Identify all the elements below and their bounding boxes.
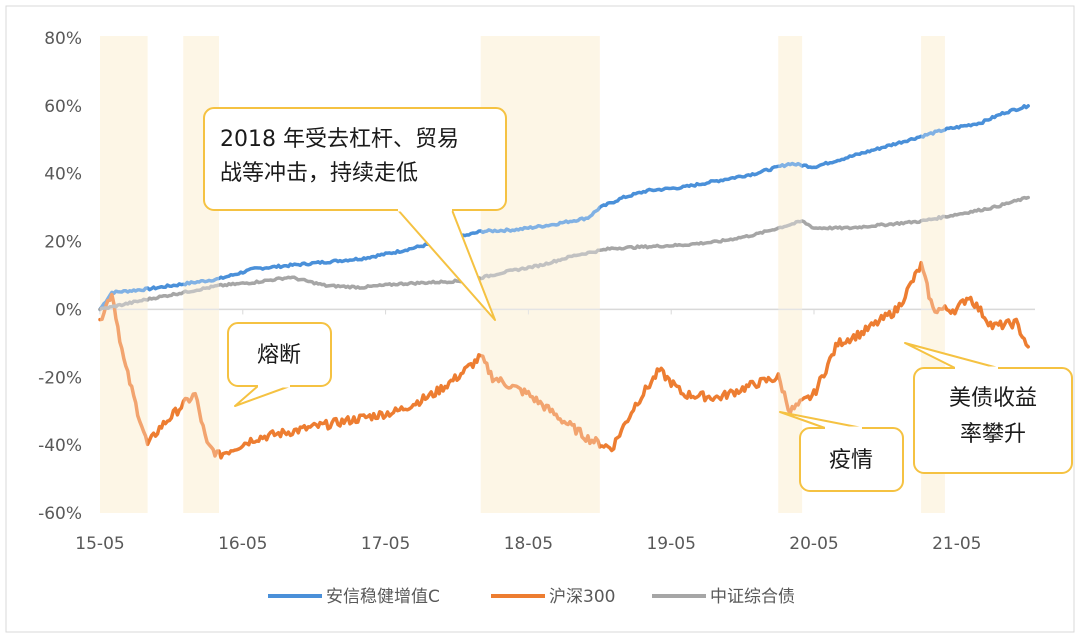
callout-box [203, 107, 507, 211]
y-tick-label: 20% [44, 233, 82, 253]
x-axis-ticks: 15-05 16-05 17-05 18-05 19-05 20-05 21-05 [75, 309, 982, 554]
callout-text: 疫情 [829, 448, 873, 473]
x-tick-label: 21-05 [932, 534, 981, 554]
callout-text: 2018 年受去杠杆、贸易 [220, 127, 459, 152]
y-tick-label: 80% [44, 29, 82, 49]
callout-text: 熔断 [257, 343, 301, 368]
x-tick-label: 16-05 [218, 534, 267, 554]
series-lines [98, 36, 1030, 513]
callout-circuit-breaker: 熔断 [227, 322, 332, 407]
series-line-1 [98, 260, 1030, 460]
x-tick-label: 18-05 [504, 534, 553, 554]
x-tick-label: 17-05 [361, 534, 410, 554]
y-tick-label: -20% [38, 368, 82, 388]
highlight-band-0 [100, 36, 148, 513]
y-tick-label: 0% [55, 300, 82, 320]
x-tick-label: 15-05 [75, 534, 124, 554]
series-line-0 [98, 104, 1030, 312]
callout-text: 美债收益 [949, 386, 1037, 411]
x-tick-label: 19-05 [646, 534, 695, 554]
x-tick-label: 20-05 [789, 534, 838, 554]
y-tick-label: -40% [38, 436, 82, 456]
series-line-2 [98, 195, 1030, 312]
y-axis-ticks: 80% 60% 40% 20% 0% -20% -40% -60% [38, 29, 82, 524]
callout-box [913, 367, 1073, 474]
y-tick-label: 40% [44, 165, 82, 185]
y-tick-label: 60% [44, 97, 82, 117]
callout-text: 率攀升 [960, 422, 1026, 447]
highlight-overlay-0 [100, 36, 148, 513]
callout-text: 战等冲击，持续走低 [220, 161, 418, 186]
chart-border [5, 5, 1075, 633]
legend-label: 安信稳健增值C [326, 587, 440, 607]
legend-label: 中证综合债 [710, 587, 795, 607]
y-tick-label: -60% [38, 504, 82, 524]
legend: 安信稳健增值C 沪深300 中证综合债 [268, 587, 795, 607]
callout-epidemic: 疫情 [779, 411, 904, 492]
highlight-overlay-3 [778, 36, 803, 513]
legend-label: 沪深300 [549, 587, 615, 607]
